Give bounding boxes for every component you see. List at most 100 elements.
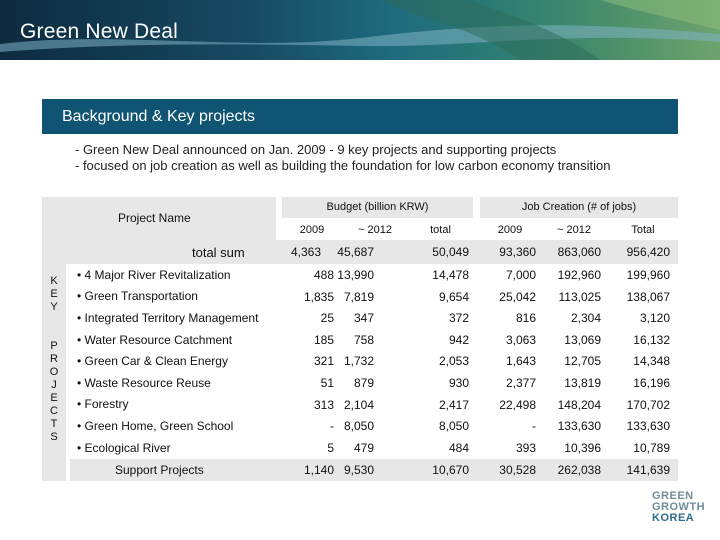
table-cell: 372 — [448, 311, 469, 325]
table-cell: - — [330, 419, 334, 433]
header-banner: Green New Deal — [0, 0, 720, 60]
note-line: - focused on job creation as well as bui… — [75, 158, 611, 173]
table-cell: 2,104 — [343, 398, 374, 412]
table-cell: 7,819 — [343, 290, 374, 304]
table-cell: 2,377 — [505, 376, 536, 390]
table-cell: 1,732 — [343, 354, 374, 368]
section-title-bar: Background & Key projects — [42, 99, 678, 134]
table-cell: 10,396 — [564, 441, 601, 455]
row-label: • Integrated Territory Management — [77, 311, 259, 325]
table-cell: 13,819 — [564, 376, 601, 390]
row-label: • Green Transportation — [77, 289, 198, 303]
subheader-budget-2012: ~ 2012 — [358, 224, 392, 236]
budget-header-band — [282, 197, 473, 218]
table-cell: 170,702 — [626, 398, 670, 412]
total-sum-band — [42, 240, 678, 264]
table-cell: 16,196 — [633, 376, 670, 390]
table-cell: 8,050 — [438, 419, 469, 433]
jobs-header-band — [480, 197, 678, 218]
table-cell: 45,687 — [337, 245, 374, 259]
row-label: • Green Home, Green School — [77, 419, 234, 433]
table-cell: 13,990 — [337, 268, 374, 282]
table-cell: 9,654 — [438, 290, 469, 304]
table-cell: 1,835 — [303, 290, 334, 304]
table-cell: 8,050 — [343, 419, 374, 433]
table-cell: 321 — [313, 354, 334, 368]
table-cell: 13,069 — [564, 333, 601, 347]
subheader-jobs-2009: 2009 — [497, 224, 523, 236]
table-cell: 192,960 — [557, 268, 601, 282]
table-cell: 313 — [313, 398, 334, 412]
table-cell: 393 — [515, 441, 536, 455]
table-cell: 113,025 — [558, 290, 602, 304]
table-cell: 930 — [448, 376, 469, 390]
notes: - Green New Deal announced on Jan. 2009 … — [75, 142, 610, 174]
table-cell: 2,304 — [570, 311, 601, 325]
row-label-total-sum: total sum — [192, 245, 245, 260]
table-cell: 133,630 — [626, 419, 670, 433]
table-cell: 14,348 — [633, 354, 670, 368]
table-cell: 25 — [320, 311, 334, 325]
table-cell: 1,643 — [505, 354, 536, 368]
row-label: • Forestry — [77, 397, 129, 411]
table-cell: 14,478 — [432, 268, 469, 282]
table-cell: 133,630 — [557, 419, 601, 433]
table-cell: 185 — [313, 333, 334, 347]
project-name-header: Project Name — [118, 211, 191, 225]
table-cell: 25,042 — [499, 290, 536, 304]
page-title: Green New Deal — [20, 20, 179, 43]
table-cell: 12,705 — [564, 354, 601, 368]
table-cell: 5 — [327, 441, 334, 455]
subheader-jobs-2012: ~ 2012 — [557, 224, 591, 236]
table-cell: 4,363 — [290, 245, 321, 259]
jobs-header: Job Creation (# of jobs) — [521, 201, 637, 213]
table-cell: 22,498 — [499, 398, 536, 412]
table-cell: 816 — [515, 311, 536, 325]
table-cell: 758 — [353, 333, 374, 347]
river-landscape-image — [0, 0, 720, 60]
table-cell: 3,120 — [639, 311, 670, 325]
key-projects-band — [42, 264, 66, 481]
table-cell: 50,049 — [432, 245, 469, 259]
note-line: - Green New Deal announced on Jan. 2009 … — [75, 142, 557, 157]
table-cell: 141,639 — [626, 463, 670, 477]
subheader-budget-2009: 2009 — [299, 224, 325, 236]
row-label: • Waste Resource Reuse — [77, 376, 211, 390]
table-cell: 30,528 — [499, 463, 536, 477]
table-cell: 2,417 — [438, 398, 469, 412]
table-cell: 956,420 — [626, 245, 670, 259]
table-cell: 199,960 — [626, 268, 670, 282]
budget-header: Budget (billion KRW) — [326, 201, 429, 213]
green-growth-korea-logo: GREEN GROWTH KOREA — [652, 490, 706, 524]
table-cell: 347 — [353, 311, 374, 325]
table-cell: 148,204 — [557, 398, 601, 412]
row-label: • Green Car & Clean Energy — [77, 354, 228, 368]
key-label: K E Y — [50, 275, 58, 313]
table-cell: 16,132 — [633, 333, 670, 347]
table-cell: - — [532, 419, 536, 433]
subheader-jobs-total: Total — [631, 224, 655, 236]
row-label: • Water Resource Catchment — [77, 333, 233, 347]
table-cell: 2,053 — [438, 354, 469, 368]
table-cell: 879 — [353, 376, 374, 390]
table-cell: 262,038 — [557, 463, 601, 477]
subheader-budget-total: total — [430, 224, 451, 236]
project-name-header-cell — [42, 197, 276, 240]
table-cell: 93,360 — [499, 245, 536, 259]
projects-label: P R O J E C T S — [49, 340, 59, 443]
table-cell: 7,000 — [505, 268, 536, 282]
table-cell: 10,670 — [432, 463, 469, 477]
row-label-support-projects: Support Projects — [115, 463, 204, 477]
row-label: • Ecological River — [77, 441, 171, 455]
table-cell: 51 — [320, 376, 334, 390]
table-cell: 863,060 — [557, 245, 601, 259]
table-cell: 488 — [313, 268, 334, 282]
table-cell: 942 — [448, 333, 469, 347]
row-label: • 4 Major River Revitalization — [77, 268, 231, 282]
table-cell: 1,140 — [303, 463, 334, 477]
table-cell: 10,789 — [633, 441, 670, 455]
table-cell: 3,063 — [505, 333, 536, 347]
support-projects-band — [70, 459, 678, 481]
table-cell: 138,067 — [626, 290, 670, 304]
table-cell: 484 — [448, 441, 469, 455]
